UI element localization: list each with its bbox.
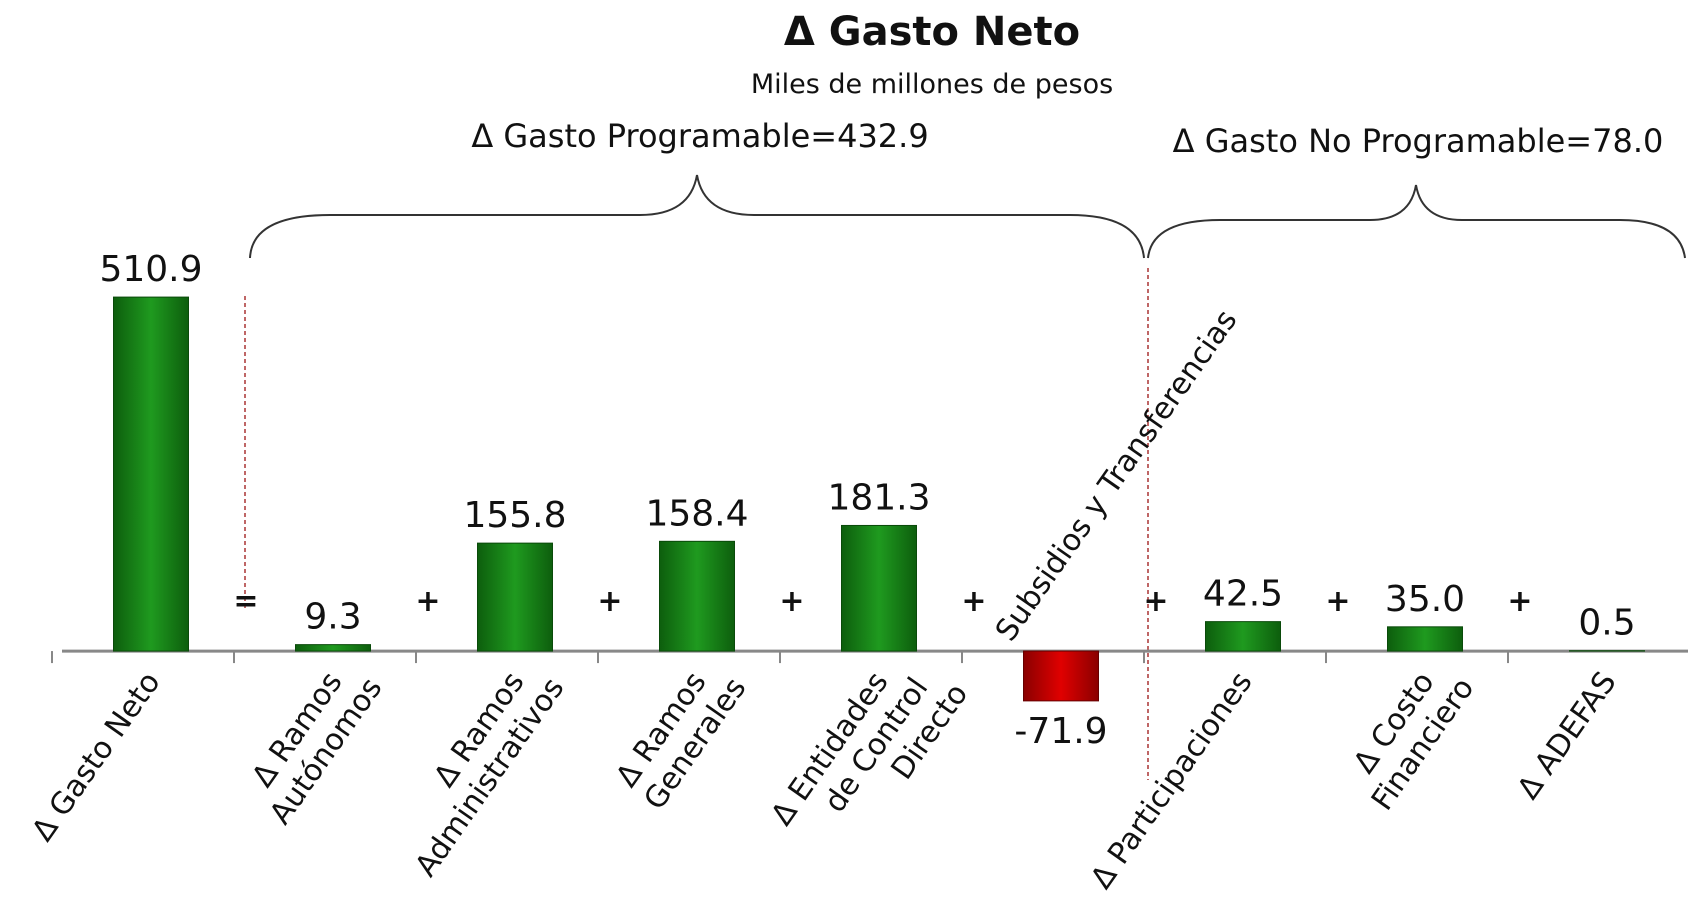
- chart-title: Δ Gasto Neto: [784, 9, 1080, 55]
- bar: [477, 542, 553, 652]
- x-tick-label: Δ RamosGenerales: [608, 651, 754, 817]
- operator: +: [961, 584, 986, 619]
- bar: [1205, 621, 1281, 652]
- value-label: 181.3: [827, 477, 930, 518]
- x-tick-label: Δ Participaciones: [1084, 666, 1260, 896]
- annotation: Δ Gasto Programable=432.9: [471, 117, 928, 155]
- chart-subtitle: Miles de millones de pesos: [751, 69, 1113, 100]
- value-label: 35.0: [1385, 579, 1465, 620]
- value-label: 9.3: [304, 597, 361, 638]
- x-tick-label: Δ RamosAdministrativos: [379, 651, 571, 883]
- x-tick-label: Δ Entidadesde ControlDirecto: [764, 636, 975, 873]
- x-tick-label: Δ Gasto Neto: [25, 666, 167, 848]
- brace: [249, 174, 1145, 259]
- bar: [1387, 626, 1463, 652]
- bar: [113, 296, 189, 652]
- operator: =: [233, 584, 258, 619]
- bar: [1023, 650, 1099, 702]
- value-label: -71.9: [1014, 711, 1107, 752]
- bar: [841, 524, 917, 652]
- x-tick-label: Δ ADEFAS: [1511, 666, 1624, 806]
- operator: +: [1143, 584, 1168, 619]
- annotation: Δ Gasto No Programable=78.0: [1173, 122, 1664, 160]
- operator: +: [1507, 584, 1532, 619]
- operator: +: [779, 584, 804, 619]
- operator: +: [597, 584, 622, 619]
- bar: [295, 644, 371, 652]
- value-label: 155.8: [463, 495, 566, 536]
- brace: [1147, 184, 1686, 259]
- value-label: 510.9: [99, 249, 202, 290]
- x-tick-label: Δ RamosAutónomos: [234, 651, 390, 831]
- value-label: 158.4: [645, 493, 748, 534]
- value-label: 42.5: [1203, 574, 1283, 615]
- bar: [659, 540, 735, 652]
- value-label: 0.5: [1578, 603, 1635, 644]
- operator: +: [415, 584, 440, 619]
- operator: +: [1325, 584, 1350, 619]
- x-tick-label: Δ CostoFinanciero: [1335, 651, 1481, 817]
